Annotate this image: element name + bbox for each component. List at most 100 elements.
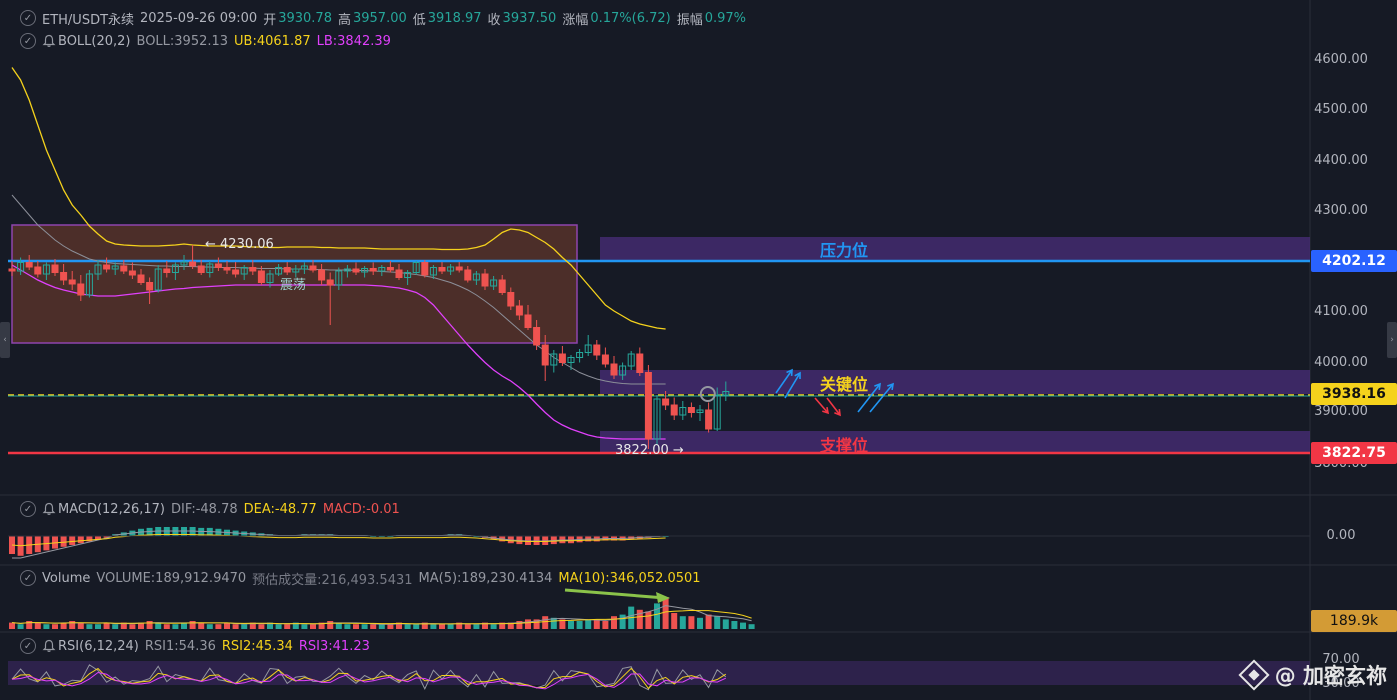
- symbol-legend: ✓ ETH/USDT永续 2025-09-26 09:00 开 3930.78 …: [20, 9, 746, 28]
- volume-bar: [52, 624, 58, 629]
- volume-bar: [275, 624, 282, 629]
- volume-bar: [301, 624, 308, 629]
- candle-body: [85, 273, 93, 296]
- watermark: @ 加密玄祢: [1238, 659, 1387, 691]
- collapse-icon[interactable]: ✓: [20, 570, 36, 586]
- bell-icon[interactable]: [42, 34, 56, 48]
- candle-body: [507, 292, 515, 307]
- up-arrow: [857, 383, 881, 413]
- left-scroll-handle[interactable]: ‹: [0, 322, 10, 358]
- volume-bar: [370, 624, 377, 629]
- candle-body: [214, 263, 222, 268]
- volume-price-tag: 189.9k: [1311, 610, 1397, 632]
- collapse-icon[interactable]: ✓: [20, 501, 36, 517]
- candle-body: [438, 267, 446, 272]
- low-value: 3918.97: [427, 10, 482, 26]
- candle-body: [421, 262, 429, 276]
- resistance-price-tag: 4202.12: [1311, 250, 1397, 272]
- candle-body: [266, 273, 274, 283]
- candle-body: [662, 398, 670, 406]
- support-zone: [600, 431, 1310, 453]
- boll-legend: ✓ BOLL(20,2) BOLL:3952.13 UB:4061.87 LB:…: [20, 32, 391, 50]
- right-scroll-handle[interactable]: ›: [1387, 322, 1397, 358]
- macd-bar: [103, 536, 110, 538]
- volume-bar: [533, 619, 540, 629]
- macd-value: MACD:-0.01: [322, 501, 400, 517]
- volume-bar: [542, 616, 549, 629]
- volume-bar: [198, 622, 205, 629]
- volume-bar: [267, 622, 273, 629]
- candle-body: [154, 268, 162, 291]
- volume-bar: [705, 614, 712, 629]
- bell-icon[interactable]: [42, 639, 56, 653]
- candle-body: [25, 262, 33, 268]
- volume-bar: [748, 624, 755, 629]
- candle-body: [653, 398, 661, 440]
- boll-upper-band: [11, 67, 666, 330]
- candle-body: [68, 279, 76, 285]
- high-label: 高: [337, 12, 351, 28]
- candle-body: [137, 274, 145, 283]
- volume-bar: [516, 621, 523, 629]
- rsi-level-label: 70.00: [1322, 652, 1360, 667]
- candle-body: [206, 263, 214, 273]
- candle-body: [533, 327, 541, 346]
- volume-bar: [215, 624, 222, 629]
- collapse-icon[interactable]: ✓: [20, 33, 36, 49]
- boll-mid: BOLL:3952.13: [136, 33, 229, 49]
- volume-value: VOLUME:189,912.9470: [96, 570, 247, 586]
- up-arrow: [775, 369, 793, 394]
- candle-body: [713, 394, 721, 430]
- volume-bar: [292, 622, 299, 629]
- collapse-icon[interactable]: ✓: [20, 638, 36, 654]
- candle-body: [300, 265, 308, 270]
- volume-bar: [284, 624, 291, 629]
- close-value: 3937.50: [502, 10, 557, 26]
- rsi-level-label-low: 30.00: [1322, 676, 1360, 691]
- volume-bar: [568, 621, 574, 629]
- volume-bar: [688, 616, 695, 629]
- price-axis-label: 4500.00: [1314, 102, 1368, 117]
- volume-bar: [258, 624, 265, 629]
- macd-name: MACD(12,26,17): [58, 501, 166, 517]
- volume-bar: [697, 617, 703, 629]
- range-label[interactable]: 震荡: [280, 278, 307, 293]
- symbol-name[interactable]: ETH/USDT永续: [42, 12, 135, 28]
- support-price-tag: 3822.75: [1311, 442, 1397, 464]
- volume-bar: [344, 624, 351, 629]
- open-label: 开: [263, 12, 277, 28]
- volume-bar: [17, 624, 24, 629]
- candle-body: [498, 279, 506, 293]
- volume-bar: [740, 622, 746, 629]
- candle-body: [60, 272, 68, 281]
- change-value: 0.17%(6.72): [590, 10, 671, 26]
- volume-bar: [378, 624, 385, 629]
- candle-body: [189, 261, 197, 267]
- volume-bar: [396, 622, 402, 629]
- volume-bar: [327, 621, 334, 629]
- candle-body: [404, 272, 412, 278]
- volume-bar: [482, 622, 488, 629]
- close-label: 收: [487, 12, 501, 28]
- low-label: 低: [412, 12, 426, 28]
- volume-bar: [576, 621, 583, 629]
- resistance-label[interactable]: 压力位: [820, 241, 869, 260]
- support-label[interactable]: 支撑位: [820, 436, 869, 455]
- boll-lb: LB:3842.39: [316, 33, 391, 49]
- volume-bar: [636, 609, 643, 629]
- bell-icon[interactable]: [42, 502, 56, 516]
- candle-body: [619, 365, 627, 376]
- volume-bar: [77, 622, 84, 629]
- rsi1-line: [11, 664, 727, 691]
- volume-bar: [387, 624, 394, 629]
- collapse-icon[interactable]: ✓: [20, 10, 36, 26]
- low-marker: 3822.00 →: [615, 443, 684, 458]
- macd-zero-label: 0.00: [1326, 528, 1356, 543]
- key-level-label[interactable]: 关键位: [820, 375, 869, 394]
- candle-body: [472, 273, 480, 281]
- candle-body: [197, 265, 205, 273]
- macd-bar: [52, 536, 58, 549]
- candle-body: [705, 409, 713, 430]
- volume-bar: [714, 616, 721, 629]
